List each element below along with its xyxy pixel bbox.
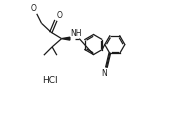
- Text: O: O: [56, 11, 62, 20]
- Text: NH: NH: [70, 29, 82, 38]
- Text: HCl: HCl: [42, 76, 58, 85]
- Text: O: O: [30, 4, 36, 13]
- Polygon shape: [62, 37, 70, 40]
- Text: N: N: [102, 69, 107, 78]
